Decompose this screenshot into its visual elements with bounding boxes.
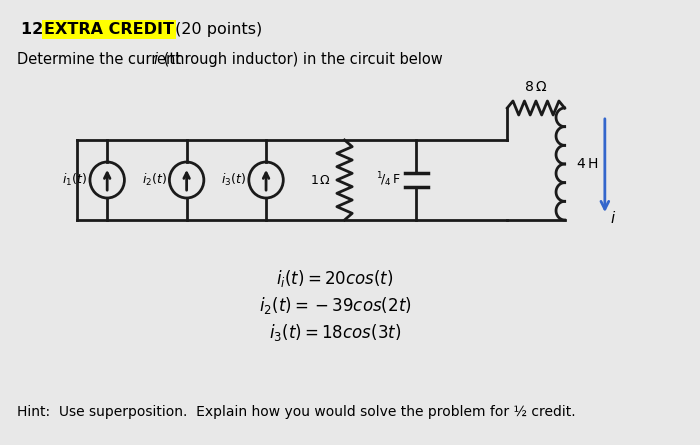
Text: i: i: [153, 52, 158, 67]
Text: $8\,\Omega$: $8\,\Omega$: [524, 80, 547, 94]
Text: $i_3(t) = 18cos(3t)$: $i_3(t) = 18cos(3t)$: [269, 322, 401, 343]
Text: EXTRA CREDIT: EXTRA CREDIT: [44, 22, 174, 37]
Text: (20 points): (20 points): [170, 22, 262, 37]
Text: $1\,\Omega$: $1\,\Omega$: [310, 174, 331, 186]
Text: Determine the current: Determine the current: [18, 52, 186, 67]
Text: $i_2(t) = -39cos(2t)$: $i_2(t) = -39cos(2t)$: [259, 295, 412, 316]
Text: Hint:  Use superposition.  Explain how you would solve the problem for ½ credit.: Hint: Use superposition. Explain how you…: [18, 405, 576, 419]
Text: $^1\!/_4\,$F: $^1\!/_4\,$F: [377, 170, 401, 190]
Text: $i_3(t)$: $i_3(t)$: [221, 172, 246, 188]
Text: 12.: 12.: [21, 22, 55, 37]
Text: $4\,$H: $4\,$H: [576, 157, 598, 171]
Text: $i_2(t)$: $i_2(t)$: [141, 172, 167, 188]
Text: $i_1(t)$: $i_1(t)$: [62, 172, 87, 188]
Text: $i$: $i$: [610, 210, 616, 226]
Text: $i_i(t) = 20cos(t)$: $i_i(t) = 20cos(t)$: [276, 268, 393, 289]
Text: (through inductor) in the circuit below: (through inductor) in the circuit below: [159, 52, 442, 67]
